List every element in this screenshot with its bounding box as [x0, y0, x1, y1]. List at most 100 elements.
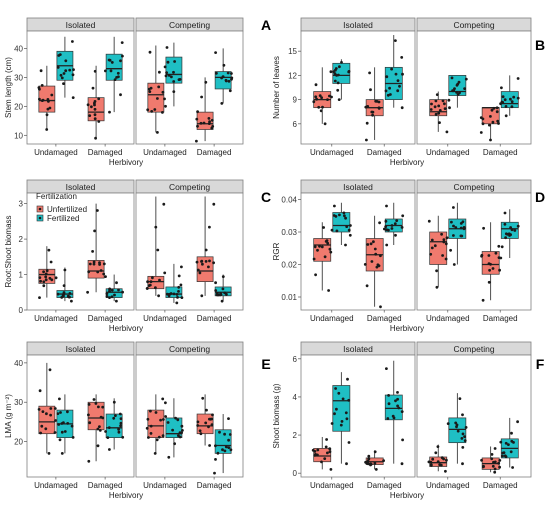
data-point — [457, 80, 461, 84]
data-point — [444, 242, 448, 246]
data-point — [195, 139, 198, 143]
data-point — [195, 260, 199, 264]
data-point — [164, 104, 167, 108]
data-point — [500, 100, 504, 104]
data-point — [196, 110, 200, 114]
data-point — [435, 93, 439, 96]
data-point — [64, 69, 68, 73]
data-point — [396, 397, 399, 401]
data-point — [320, 460, 323, 464]
data-point — [54, 419, 57, 422]
data-point — [37, 408, 41, 411]
data-point — [99, 269, 103, 272]
data-point — [328, 450, 332, 454]
data-point — [452, 206, 455, 209]
data-point — [177, 274, 181, 278]
data-point — [210, 118, 214, 122]
data-point — [374, 252, 378, 256]
data-point — [482, 464, 485, 468]
x-axis-label: Herbivory — [109, 158, 143, 167]
data-point — [493, 470, 497, 474]
data-point — [172, 70, 175, 74]
data-point — [173, 442, 177, 446]
data-point — [461, 220, 465, 224]
data-point — [163, 97, 166, 101]
data-point — [436, 445, 440, 448]
x-tick-label: Damaged — [483, 481, 518, 490]
data-point — [313, 450, 317, 453]
data-point — [321, 105, 324, 109]
x-tick-label: Undamaged — [34, 314, 78, 323]
data-point — [102, 272, 106, 276]
data-point — [493, 447, 497, 450]
data-point — [47, 452, 51, 455]
data-point — [480, 458, 483, 462]
legend-item-label: Unfertilized — [47, 205, 87, 214]
data-point — [314, 95, 318, 99]
data-point — [434, 99, 438, 103]
data-point — [373, 461, 377, 465]
data-point — [157, 85, 161, 89]
data-point — [153, 452, 157, 455]
data-point — [207, 425, 210, 429]
data-point — [509, 226, 512, 229]
data-point — [384, 225, 388, 229]
data-point — [369, 88, 372, 92]
data-point — [207, 122, 211, 125]
panel-b: Isolated Undamaged Damaged Competing Undamag… — [272, 17, 545, 167]
data-point — [314, 273, 317, 277]
data-point — [148, 50, 152, 54]
data-point — [396, 89, 400, 93]
data-point — [68, 68, 72, 72]
data-point — [151, 276, 154, 280]
data-point — [221, 75, 225, 79]
data-point — [121, 54, 124, 58]
data-point — [385, 243, 389, 247]
data-point — [168, 292, 171, 296]
data-point — [200, 260, 203, 263]
data-point — [325, 239, 329, 243]
data-point — [347, 398, 351, 402]
data-point — [394, 39, 397, 42]
data-point — [443, 107, 447, 110]
data-point — [38, 296, 41, 299]
data-point — [340, 420, 344, 423]
data-point — [488, 268, 491, 272]
data-point — [337, 391, 341, 395]
data-point — [346, 377, 349, 381]
y-axis-label: Root:Shoot biomass — [4, 215, 13, 287]
x-tick-label: Damaged — [367, 314, 402, 323]
data-point — [455, 91, 458, 94]
data-point — [479, 131, 483, 134]
data-point — [145, 426, 149, 430]
legend-item-label: Fertilized — [47, 214, 79, 223]
data-point — [41, 98, 45, 102]
data-point — [170, 75, 173, 79]
data-point — [493, 467, 497, 471]
data-point — [91, 250, 94, 253]
data-point — [487, 280, 491, 284]
data-point — [319, 109, 323, 113]
data-point — [200, 95, 204, 99]
data-point — [68, 292, 72, 295]
data-point — [112, 416, 116, 420]
data-point — [176, 296, 179, 299]
data-point — [504, 455, 508, 459]
data-point — [448, 106, 451, 110]
data-point — [164, 401, 167, 405]
data-point — [119, 93, 122, 97]
data-point — [45, 113, 49, 117]
data-point — [149, 280, 153, 284]
y-tick-label: 20 — [14, 438, 23, 447]
data-point — [461, 446, 465, 449]
data-point — [41, 410, 45, 413]
data-point — [430, 238, 434, 242]
data-point — [226, 71, 230, 75]
data-point — [113, 293, 116, 297]
data-point — [458, 397, 462, 400]
data-point — [56, 412, 60, 415]
data-point — [177, 285, 181, 289]
data-point — [496, 119, 500, 123]
data-point — [210, 423, 214, 426]
